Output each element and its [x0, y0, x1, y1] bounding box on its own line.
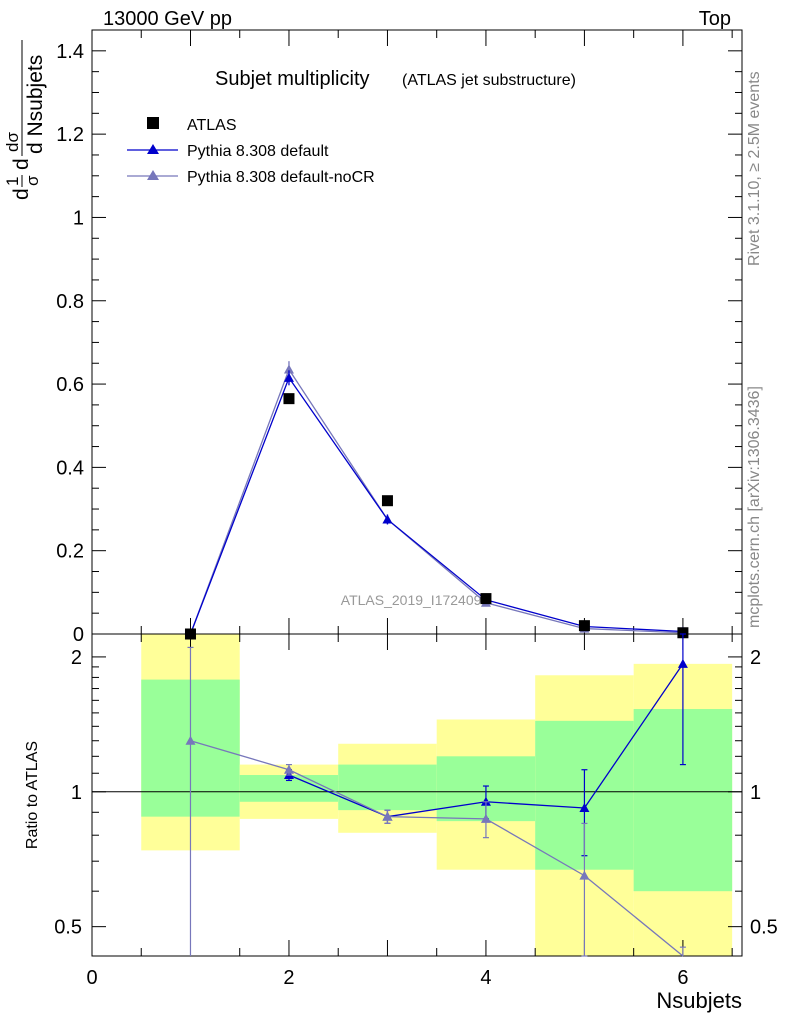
main-point: [283, 364, 294, 374]
main-y-tick-label: 0.8: [56, 291, 84, 313]
ratio-point: [677, 658, 688, 668]
legend-atlas-marker: [147, 117, 159, 129]
atlas-data-point: [480, 593, 492, 605]
ratio-y-axis-label: Ratio to ATLAS: [24, 741, 41, 849]
main-y-axis: 0 0.2 0.4 0.6 0.8 1 1.2 1.4: [56, 41, 742, 646]
atlas-data-point: [184, 628, 196, 640]
main-y-tick-label: 1.2: [56, 124, 84, 146]
legend-atlas-label: ATLAS: [187, 117, 237, 134]
ratio-y-axis: 0.5 0.5 1 1 2 2 Ratio to ATLAS: [24, 647, 778, 939]
main-y-tick-label: 0.2: [56, 541, 84, 563]
ratio-point: [579, 803, 590, 813]
chart-title-text: Subjet multiplicity: [215, 68, 370, 90]
ratio-point: [579, 870, 590, 880]
ratio-y-tick-label-right: 2: [750, 647, 761, 669]
ratio-y-tick-label: 2: [71, 647, 82, 669]
ratio-series-line: [190, 740, 684, 957]
x-tick-label: 6: [677, 967, 688, 989]
y-label-sigma: σ: [23, 175, 42, 186]
y-label-d: d: [10, 188, 33, 200]
y-label-d2: d: [10, 158, 33, 170]
header-right-label: Top: [698, 8, 731, 30]
ratio-frame: [91, 633, 743, 957]
x-axis-label: Nsubjets: [656, 988, 742, 1013]
legend: ATLAS Pythia 8.308 default Pythia 8.308 de…: [127, 117, 375, 186]
ratio-point: [283, 764, 294, 774]
main-y-tick-label: 0.4: [56, 457, 84, 479]
main-series-line: [189, 368, 683, 635]
main-y-tick-label: 0: [73, 624, 84, 646]
y-label-one: 1: [3, 177, 22, 186]
atlas-data-point: [381, 495, 393, 507]
ratio-point: [185, 735, 196, 745]
main-y-tick-label: 0.6: [56, 374, 84, 396]
legend-default-label: Pythia 8.308 default: [187, 143, 329, 160]
main-point: [283, 372, 294, 382]
ratio-y-tick-label-right: 0.5: [750, 917, 778, 939]
ratio-point: [382, 811, 393, 821]
atlas-data-point: [677, 627, 689, 639]
legend-nocr-label: Pythia 8.308 default-noCR: [187, 169, 375, 186]
ratio-bands: [141, 634, 733, 956]
green-band-2: [338, 764, 437, 811]
ratio-y-tick-label: 0.5: [54, 917, 82, 939]
y-label-den: d Nsubjets: [24, 55, 47, 154]
x-tick-label: 0: [86, 967, 97, 989]
atlas-data-point: [283, 393, 295, 405]
chart-title: Subjet multiplicity (ATLAS jet substructu…: [215, 68, 576, 90]
legend-nocr-marker: [147, 170, 159, 180]
x-tick-label: 2: [283, 967, 294, 989]
main-y-axis-label: d 1 σd dσ d Nsubjets: [3, 40, 47, 200]
main-point: [382, 514, 393, 524]
main-y-tick-label: 1: [73, 207, 84, 229]
watermark-label: ATLAS_2019_I1724098: [341, 592, 490, 608]
legend-default-marker: [147, 144, 159, 154]
ratio-point: [480, 813, 491, 823]
ratio-y-tick-label: 1: [71, 782, 82, 804]
main-y-tick-label: 1.4: [56, 41, 84, 63]
atlas-data-point: [578, 620, 590, 632]
ratio-y-tick-label-right: 1: [750, 782, 761, 804]
header-left-label: 13000 GeV pp: [103, 8, 232, 30]
x-tick-label: 4: [480, 967, 491, 989]
main-series-line: [189, 376, 683, 635]
y-label-dsigma: dσ: [3, 132, 22, 152]
chart-subtitle-text: (ATLAS jet substructure): [402, 72, 576, 89]
